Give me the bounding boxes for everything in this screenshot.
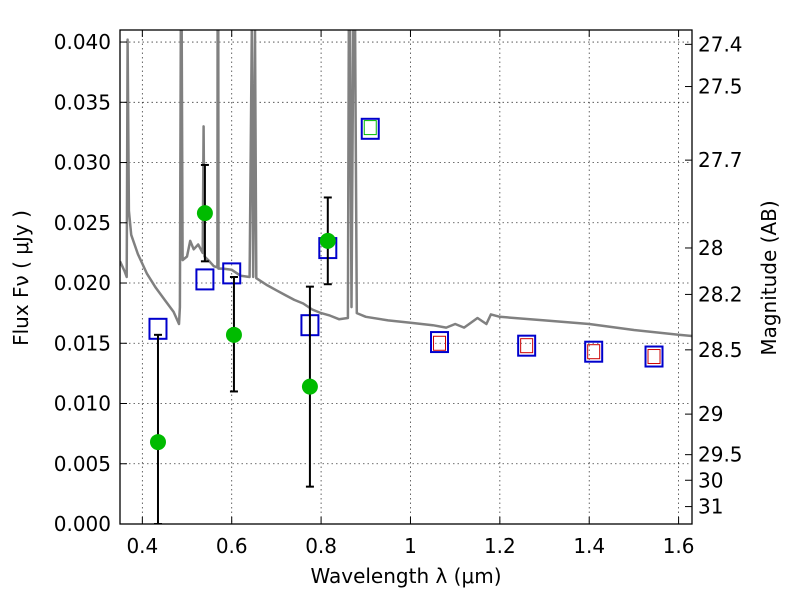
model-photometry-square — [644, 345, 664, 368]
y-tick-label: 0.000 — [54, 512, 111, 536]
y-tick-label: 0.015 — [54, 331, 111, 355]
model-sed-line — [120, 30, 692, 338]
model-photometry-square — [430, 331, 450, 354]
axis-layer: 0.4 0.6 0.8 1 1.2 1.4 1.6 0.000 0.005 0.010 0.015 0… — [54, 30, 743, 558]
observed-flux-point — [301, 378, 318, 395]
filter-marker-square — [647, 349, 661, 365]
mag-tick-label: 29 — [698, 402, 723, 426]
mag-tick-label: 30 — [698, 468, 723, 492]
observed-flux-point — [196, 205, 213, 222]
plot-frame — [119, 29, 693, 525]
mag-tick-label: 31 — [698, 495, 723, 519]
observed-flux-point — [149, 434, 166, 451]
filter-marker-square — [587, 344, 601, 360]
observed-flux-point — [225, 326, 242, 343]
x-axis-label: Wavelength λ (μm) — [310, 564, 501, 588]
model-photometry-square — [195, 268, 215, 291]
x-tick-label: 1.6 — [663, 534, 695, 558]
model-photometry-square — [584, 340, 604, 363]
y-tick-label: 0.005 — [54, 452, 111, 476]
filter-marker-square — [363, 120, 377, 136]
x-tick-label: 1 — [404, 534, 417, 558]
y-tick-label: 0.020 — [54, 271, 111, 295]
mag-tick-label: 27.4 — [698, 32, 743, 56]
y-tick-label: 0.025 — [54, 211, 111, 235]
filter-marker-square — [520, 338, 534, 354]
y-tick-label: 0.040 — [54, 30, 111, 54]
y-tick-label: 0.035 — [54, 90, 111, 114]
y-axis-right-label: Magnitude (AB) — [757, 200, 781, 355]
x-tick-label: 1.2 — [484, 534, 516, 558]
x-tick-label: 1.4 — [573, 534, 605, 558]
mag-tick-label: 27.7 — [698, 148, 743, 172]
model-photometry-square — [360, 117, 380, 140]
data-layer — [120, 30, 692, 524]
mag-tick-label: 28.5 — [698, 338, 743, 362]
x-tick-label: 0.4 — [126, 534, 158, 558]
observed-flux-point — [319, 232, 336, 249]
x-tick-label: 0.8 — [305, 534, 337, 558]
mag-tick-label: 28 — [698, 236, 723, 260]
mag-tick-label: 27.5 — [698, 75, 743, 99]
mag-tick-label: 29.5 — [698, 443, 743, 467]
y-tick-label: 0.010 — [54, 392, 111, 416]
x-tick-label: 0.6 — [216, 534, 248, 558]
filter-marker-square — [433, 335, 447, 351]
model-photometry-square — [222, 262, 242, 285]
y-tick-label: 0.030 — [54, 151, 111, 175]
model-photometry-square — [517, 334, 537, 357]
y-axis-label: Flux Fν ( μJy ) — [9, 210, 33, 346]
mag-tick-label: 28.2 — [698, 282, 743, 306]
